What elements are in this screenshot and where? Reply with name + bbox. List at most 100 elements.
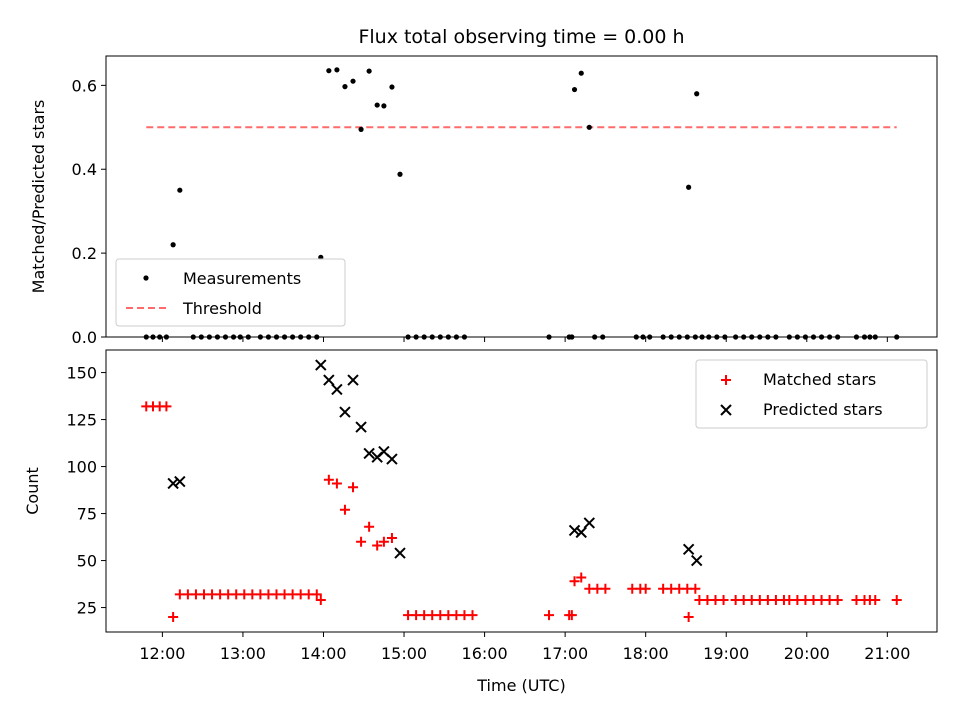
measurement-point — [660, 334, 666, 340]
y-axis-label: Matched/Predicted stars — [29, 100, 48, 294]
measurement-point — [366, 68, 372, 74]
measurement-point — [722, 334, 728, 340]
measurement-point — [421, 334, 427, 340]
x-tick-label: 14:00 — [300, 644, 346, 663]
predicted-star-point — [355, 421, 367, 433]
y-tick-label: 100 — [66, 458, 97, 477]
measurement-point — [198, 334, 204, 340]
legend: Measurements Threshold — [115, 258, 346, 327]
legend-marker-measurements — [143, 275, 149, 281]
measurement-point — [733, 334, 739, 340]
predicted-star-point — [347, 374, 359, 386]
measurement-point — [314, 334, 320, 340]
legend-box — [695, 359, 928, 429]
legend-label-matched: Matched stars — [763, 370, 876, 389]
measurement-point — [350, 78, 356, 84]
measurement-point — [374, 102, 380, 108]
measurement-point — [257, 334, 263, 340]
y-tick-label: 25 — [77, 599, 97, 618]
measurement-point — [237, 334, 243, 340]
matched-star-point — [386, 533, 397, 543]
measurement-point — [867, 334, 873, 340]
legend-marker-predicted — [720, 404, 732, 416]
matched-star-point — [600, 583, 611, 594]
measurement-point — [749, 334, 755, 340]
measurement-point — [358, 126, 364, 132]
measurement-point — [569, 334, 575, 340]
x-axis-label: Time (UTC) — [476, 676, 565, 695]
measurement-point — [810, 334, 817, 340]
measurement-point — [326, 68, 332, 74]
predicted-star-point — [583, 517, 596, 529]
measurement-point — [546, 334, 552, 340]
measurement-point — [640, 334, 646, 340]
measurement-point — [786, 334, 792, 340]
y-tick-label: 125 — [66, 411, 97, 430]
measurement-point — [853, 334, 860, 340]
matched-star-point — [718, 595, 729, 606]
measurement-point — [389, 84, 395, 90]
matched-star-point — [339, 504, 350, 515]
measurement-point — [802, 334, 809, 340]
matched-star-point — [576, 572, 587, 583]
y-tick-label: 0.2 — [72, 244, 97, 263]
measurement-point — [578, 70, 584, 76]
measurement-point — [170, 242, 176, 248]
y-tick-label: 0.0 — [72, 328, 97, 347]
measurement-point — [633, 334, 639, 340]
matched-star-point — [348, 482, 359, 493]
legend-label-threshold: Threshold — [182, 299, 262, 318]
matched-star-point — [544, 610, 555, 621]
measurement-point — [342, 84, 348, 90]
x-tick-label: 16:00 — [462, 644, 508, 663]
measurement-point — [686, 184, 692, 190]
measurement-point — [281, 334, 288, 340]
measurement-point — [222, 334, 229, 340]
predicted-star-point — [568, 524, 581, 537]
plot-frame — [105, 55, 938, 338]
measurement-point — [794, 334, 800, 340]
measurement-point — [306, 334, 312, 340]
matched-star-point — [323, 474, 334, 485]
matched-star-point — [569, 576, 580, 587]
measurement-point — [150, 334, 156, 340]
measurement-point — [600, 334, 606, 340]
matched-star-point — [870, 595, 881, 606]
matched-star-point — [683, 611, 694, 622]
measurement-point — [429, 334, 435, 340]
y-axis-label: Count — [23, 467, 42, 515]
legend-label-measurements: Measurements — [183, 269, 301, 288]
measurement-point — [437, 334, 443, 340]
measurement-point — [461, 334, 468, 340]
measurement-point — [692, 334, 698, 340]
measurement-point — [190, 334, 196, 340]
measurement-point — [706, 334, 712, 340]
measurement-point — [445, 334, 451, 340]
measurement-point — [765, 334, 771, 340]
matched-star-point — [161, 401, 172, 412]
y-tick-label: 150 — [66, 364, 97, 383]
matched-star-point — [690, 583, 701, 594]
measurement-point — [177, 187, 183, 193]
chart-title: Flux total observing time = 0.00 h — [358, 26, 684, 48]
measurement-point — [290, 334, 296, 340]
measurement-point — [230, 334, 237, 340]
x-tick-label: 21:00 — [864, 644, 910, 663]
measurement-point — [405, 334, 411, 340]
measurement-point — [265, 334, 272, 340]
legend-marker-matched — [721, 375, 731, 385]
matched-star-point — [331, 478, 342, 489]
predicted-star-point — [323, 374, 335, 386]
measurement-point — [245, 334, 251, 340]
legend: Matched stars Predicted stars — [695, 359, 928, 429]
x-tick-label: 15:00 — [381, 644, 427, 663]
matched-star-point — [640, 583, 651, 594]
matched-star-point — [364, 521, 375, 532]
measurement-point — [273, 334, 280, 340]
matched-star-point — [891, 595, 902, 606]
measurement-point — [157, 334, 163, 340]
measurement-point — [298, 334, 304, 340]
x-tick-label: 13:00 — [220, 644, 266, 663]
predicted-star-point — [386, 453, 398, 465]
